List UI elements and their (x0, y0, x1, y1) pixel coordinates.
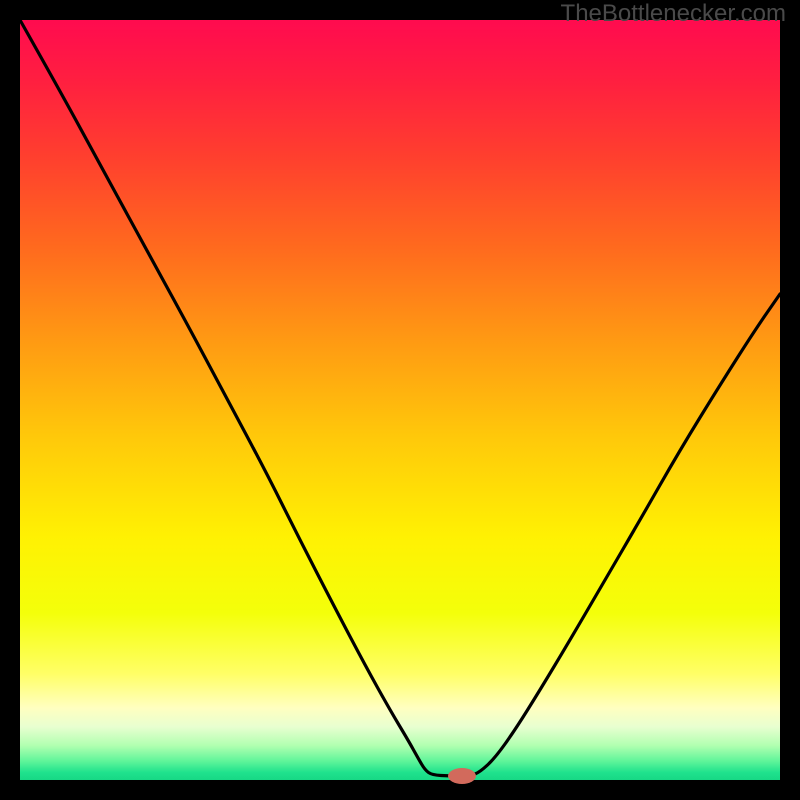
watermark-text: TheBottlenecker.com (561, 0, 786, 28)
heat-gradient-plot-area (20, 20, 780, 780)
bottleneck-chart: TheBottlenecker.com (0, 0, 800, 800)
